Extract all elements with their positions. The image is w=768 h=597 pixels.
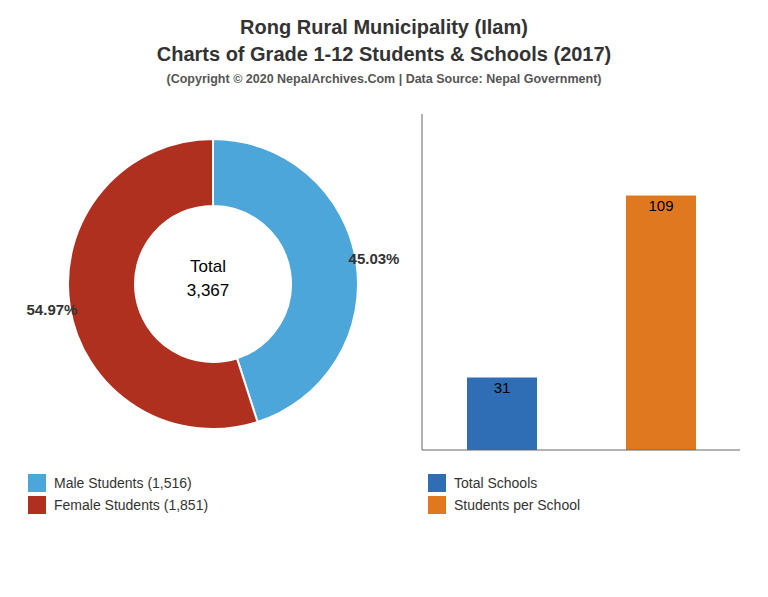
svg-text:109: 109 [648, 197, 673, 214]
html-text:Charts of Grade 1-12 Students: Charts of Grade 1-12 Students & Schools … [156, 43, 612, 65]
html-text:Total: Total [190, 257, 226, 276]
html-text:Female Students (1,851): Female Students (1,851) [54, 497, 209, 513]
html-text:(Copyright © 2020 NepalArchive: (Copyright © 2020 NepalArchives.Com | Da… [166, 72, 602, 86]
html-text:Total Schools: Total Schools [454, 475, 538, 491]
html-text:Male Students (1,516): Male Students (1,516) [54, 475, 192, 491]
svg-text:45.03%: 45.03% [349, 250, 400, 267]
svg-text:54.97%: 54.97% [27, 301, 78, 318]
html-text:3,367: 3,367 [186, 281, 230, 300]
html-text:Rong Rural Municipality (Ilam): Rong Rural Municipality (Ilam) [240, 16, 528, 38]
svg-text:31: 31 [494, 379, 511, 396]
html-text:Students per School: Students per School [454, 497, 581, 513]
